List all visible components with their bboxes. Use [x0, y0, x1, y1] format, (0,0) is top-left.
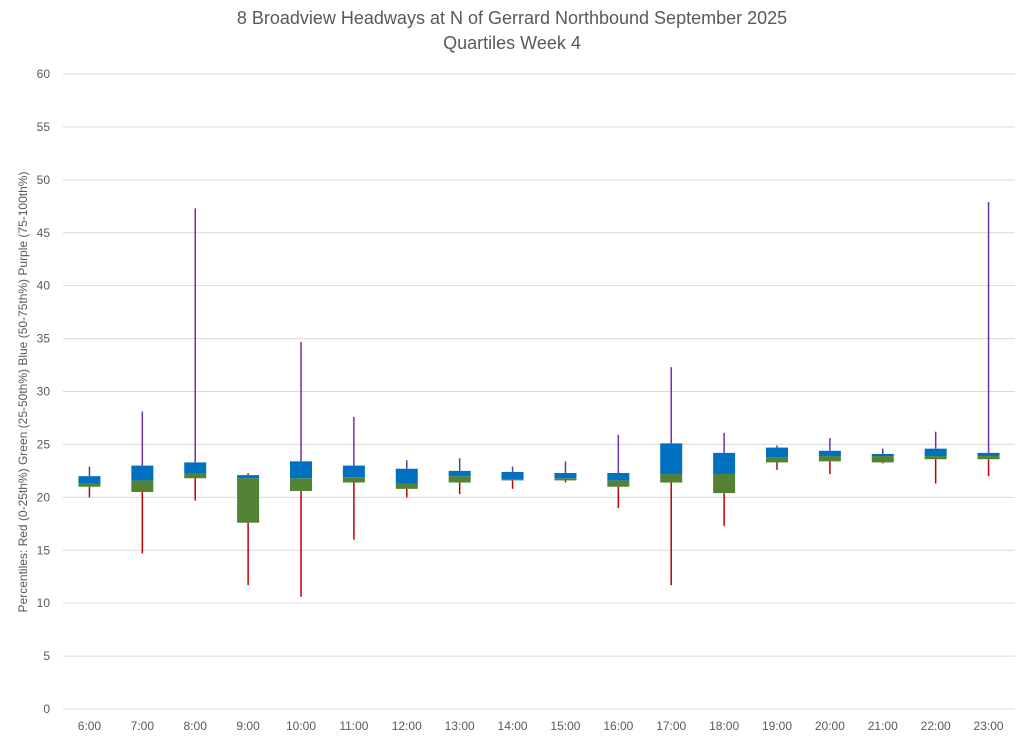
- lower-box: [395, 483, 418, 489]
- x-tick-label: 14:00: [498, 719, 528, 733]
- lower-box: [448, 476, 471, 483]
- y-tick-label: 55: [37, 120, 51, 134]
- upper-box: [184, 462, 207, 473]
- upper-box: [818, 450, 841, 457]
- y-tick-label: 5: [43, 649, 50, 663]
- box-group: [78, 466, 101, 498]
- box-group: [766, 445, 788, 470]
- lower-box: [713, 474, 736, 494]
- upper-box: [713, 452, 736, 475]
- box-group: [501, 466, 524, 489]
- y-axis-title: Percentiles: Red (0-25th%) Green (25-50t…: [16, 172, 30, 613]
- upper-box: [342, 465, 365, 478]
- upper-box: [501, 471, 524, 480]
- upper-box: [131, 465, 154, 481]
- y-axis-ticks: 0 5 10 15 20 25 30 35 40 45 50 55 60: [37, 67, 51, 716]
- upper-box: [766, 447, 788, 458]
- lower-box: [871, 456, 894, 463]
- y-tick-label: 40: [37, 279, 51, 293]
- upper-box: [660, 443, 683, 475]
- lower-box: [766, 457, 788, 463]
- x-tick-label: 13:00: [445, 719, 475, 733]
- upper-box: [290, 461, 312, 479]
- upper-box: [924, 448, 947, 457]
- y-tick-label: 10: [37, 596, 51, 610]
- x-tick-label: 6:00: [78, 719, 102, 733]
- x-tick-label: 18:00: [709, 719, 739, 733]
- gridlines: [63, 73, 1015, 710]
- x-axis-ticks: 6:00 7:00 8:00 9:00 10:00 11:00 12:00 13:00 14:0…: [78, 719, 1004, 733]
- box-group: [871, 448, 894, 464]
- y-tick-label: 30: [37, 385, 51, 399]
- y-tick-label: 25: [37, 437, 51, 451]
- x-tick-label: 22:00: [921, 719, 951, 733]
- lower-box: [607, 480, 630, 487]
- upper-box: [607, 472, 630, 481]
- y-tick-label: 60: [37, 67, 51, 81]
- lower-box: [501, 479, 524, 481]
- x-tick-label: 10:00: [286, 719, 316, 733]
- lower-box: [237, 478, 260, 523]
- box-group: [713, 432, 736, 526]
- y-tick-label: 20: [37, 490, 51, 504]
- x-tick-label: 16:00: [603, 719, 633, 733]
- x-tick-label: 23:00: [974, 719, 1004, 733]
- x-tick-label: 19:00: [762, 719, 792, 733]
- y-tick-label: 35: [37, 332, 51, 346]
- x-tick-label: 8:00: [184, 719, 208, 733]
- upper-box: [78, 476, 101, 484]
- lower-box: [660, 474, 683, 483]
- x-tick-label: 12:00: [392, 719, 422, 733]
- lower-box: [924, 456, 947, 460]
- chart-subtitle: Quartiles Week 4: [443, 33, 581, 53]
- lower-box: [818, 456, 841, 462]
- upper-box: [554, 472, 577, 479]
- upper-box: [395, 468, 418, 484]
- upper-box: [977, 452, 1000, 457]
- box-group: [290, 341, 312, 597]
- upper-box: [871, 453, 894, 457]
- box-group: [448, 458, 471, 495]
- x-tick-label: 9:00: [236, 719, 260, 733]
- box-group: [342, 416, 365, 540]
- box-group: [977, 202, 1000, 477]
- chart-title: 8 Broadview Headways at N of Gerrard Nor…: [237, 8, 787, 28]
- x-tick-label: 21:00: [868, 719, 898, 733]
- box-group: [607, 434, 630, 508]
- y-tick-label: 50: [37, 173, 51, 187]
- box-group: [184, 208, 207, 501]
- lower-box: [554, 478, 577, 481]
- box-group: [554, 461, 577, 483]
- x-tick-label: 17:00: [656, 719, 686, 733]
- box-plots: [78, 202, 1000, 597]
- box-group: [660, 367, 683, 586]
- upper-box: [237, 475, 260, 479]
- x-tick-label: 15:00: [550, 719, 580, 733]
- box-group: [818, 438, 841, 475]
- lower-box: [977, 456, 1000, 460]
- lower-box: [290, 478, 312, 491]
- lower-box: [78, 483, 101, 487]
- lower-box: [131, 480, 154, 493]
- x-tick-label: 11:00: [339, 719, 368, 733]
- lower-box: [342, 477, 365, 483]
- y-tick-label: 45: [37, 226, 51, 240]
- box-group: [237, 472, 260, 586]
- lower-box: [184, 472, 207, 479]
- x-tick-label: 20:00: [815, 719, 845, 733]
- y-tick-label: 15: [37, 543, 51, 557]
- box-group: [131, 411, 154, 554]
- upper-box: [448, 470, 471, 477]
- box-group: [395, 460, 418, 498]
- box-group: [924, 431, 947, 484]
- y-tick-label: 0: [43, 702, 50, 716]
- x-tick-label: 7:00: [131, 719, 155, 733]
